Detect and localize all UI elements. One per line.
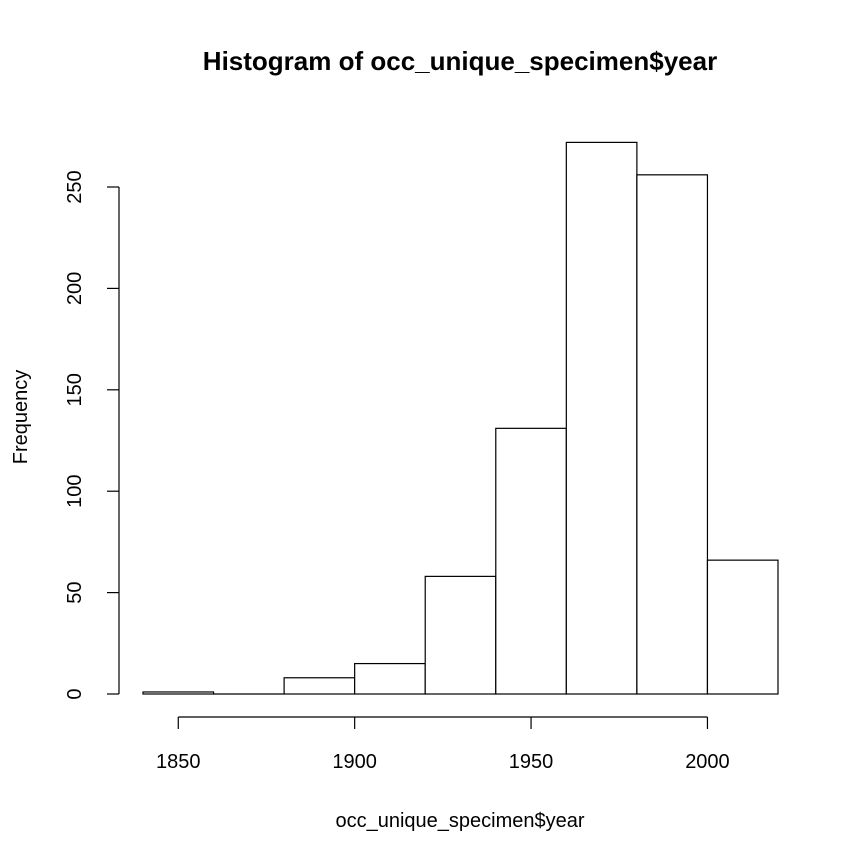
y-tick-label: 150	[64, 373, 86, 406]
histogram-bar	[636, 174, 709, 695]
x-tick-label: 1950	[509, 751, 554, 773]
x-axis-label: occ_unique_specimen$year	[335, 810, 584, 832]
y-tick-label: 200	[64, 272, 86, 305]
histogram-bar	[354, 662, 426, 695]
x-tick-label: 1900	[332, 751, 377, 773]
histogram-bar	[706, 559, 779, 695]
y-tick-label: 250	[64, 170, 86, 203]
chart-title: Histogram of occ_unique_specimen$year	[203, 46, 717, 76]
histogram-bar	[565, 141, 638, 695]
histogram-bar	[424, 575, 497, 695]
y-axis: 0 50 100 150 200 250	[64, 170, 120, 700]
y-tick-label: 50	[64, 581, 86, 603]
y-tick-label: 100	[64, 475, 86, 508]
histogram-bar	[283, 677, 356, 695]
y-tick-label: 0	[64, 688, 86, 699]
x-tick-label: 2000	[685, 751, 730, 773]
histogram-bar	[142, 691, 215, 695]
x-tick-label: 1850	[156, 751, 201, 773]
histogram-bar	[495, 427, 567, 695]
bars-group	[142, 141, 779, 695]
y-axis-label: Frequency	[10, 370, 32, 465]
x-axis: 1850 1900 1950 2000	[156, 716, 730, 773]
